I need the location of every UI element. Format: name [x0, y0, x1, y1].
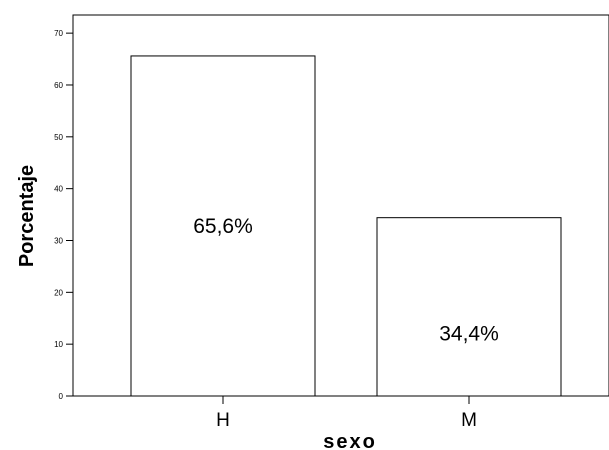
bars: 65,6% 34,4%	[130, 55, 562, 397]
x-axis-title: sexo	[323, 431, 377, 450]
bar	[376, 217, 562, 397]
x-tick-label: M	[461, 410, 477, 431]
x-tick-label: H	[216, 410, 230, 431]
data-label: 65,6%	[193, 215, 253, 238]
y-tick-label: 30	[54, 236, 63, 245]
y-tick-label: 50	[54, 133, 63, 142]
y-tick-label: 70	[54, 29, 63, 38]
y-axis-ticks: 0 10 20 30 40 50 60 70	[54, 29, 73, 401]
y-axis-title: Porcentaje	[16, 165, 38, 267]
y-tick-label: 20	[54, 288, 63, 297]
y-tick-label: 40	[54, 185, 63, 194]
data-label: 34,4%	[439, 323, 499, 346]
plot-frame	[72, 14, 609, 397]
y-tick-label: 10	[54, 340, 63, 349]
bar	[130, 55, 316, 397]
y-tick-label: 0	[59, 392, 64, 401]
y-tick-label: 60	[54, 81, 63, 90]
